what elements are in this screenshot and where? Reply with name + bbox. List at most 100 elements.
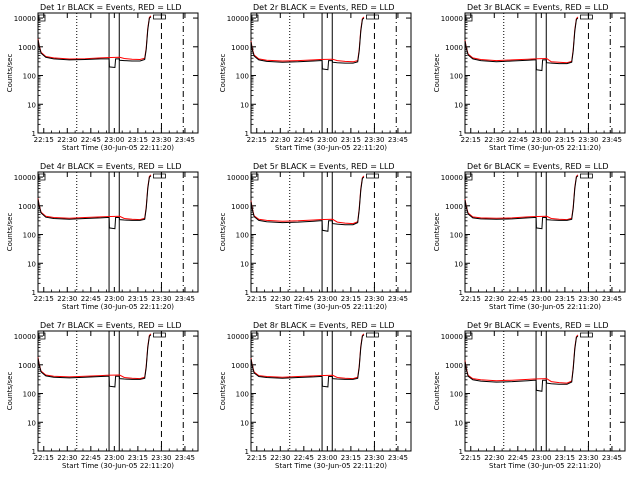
- x-tick-label: 23:00: [104, 454, 124, 462]
- start-bracket: [465, 173, 473, 181]
- y-tick-label: 10000: [441, 174, 463, 182]
- start-bracket: [38, 14, 46, 22]
- x-tick-label: 23:15: [555, 454, 575, 462]
- series-line-events: [37, 334, 152, 388]
- x-tick-label: 23:30: [578, 136, 598, 144]
- y-tick-label: 100: [23, 391, 36, 399]
- y-tick-label: 10: [240, 101, 249, 109]
- y-tick-label: 1: [459, 289, 463, 297]
- y-axis-label: Counts/sec: [219, 54, 227, 93]
- y-tick-label: 10000: [227, 174, 249, 182]
- panel-title: Det 5r BLACK = Events, RED = LLD: [253, 162, 395, 171]
- saturation-bracket: [580, 14, 593, 20]
- x-tick-label: 22:15: [461, 136, 481, 144]
- y-tick-label: 10000: [441, 15, 463, 23]
- x-tick-label: 23:30: [364, 136, 384, 144]
- detector-panel-7: Det 7r BLACK = Events, RED = LLD 1 10 100 10…: [6, 321, 199, 470]
- y-tick-label: 1000: [445, 44, 463, 52]
- saturation-bracket: [366, 332, 379, 338]
- series-line-lld: [250, 333, 365, 380]
- detector-panel-9: Det 9r BLACK = Events, RED = LLD 1 10 100 10…: [433, 321, 626, 470]
- x-tick-label: 22:45: [294, 136, 314, 144]
- detector-panel-2: Det 2r BLACK = Events, RED = LLD 1 10 100 10…: [219, 3, 412, 152]
- y-tick-label: 1000: [18, 362, 36, 370]
- x-tick-label: 22:15: [247, 136, 267, 144]
- x-tick-label: 22:45: [508, 454, 528, 462]
- y-axis-label: Counts/sec: [433, 213, 441, 252]
- panel-title: Det 9r BLACK = Events, RED = LLD: [467, 321, 609, 330]
- x-tick-label: 23:00: [104, 295, 124, 303]
- plot-frame: [250, 330, 412, 452]
- x-axis-label: Start Time (30-Jun-05 22:11:20): [62, 303, 174, 311]
- x-tick-label: 22:15: [461, 295, 481, 303]
- series-line-lld: [250, 175, 365, 225]
- y-tick-label: 10: [454, 101, 463, 109]
- x-tick-label: 22:15: [247, 454, 267, 462]
- y-tick-label: 1: [459, 130, 463, 138]
- y-tick-label: 100: [236, 73, 249, 81]
- x-tick-label: 22:45: [81, 454, 101, 462]
- y-tick-label: 10000: [227, 333, 249, 341]
- series-line-events: [250, 17, 365, 71]
- y-tick-label: 1000: [445, 203, 463, 211]
- x-tick-label: 22:45: [508, 295, 528, 303]
- x-tick-label: 22:30: [270, 295, 290, 303]
- y-tick-label: 100: [236, 391, 249, 399]
- y-tick-label: 10: [27, 419, 36, 427]
- x-tick-label: 23:30: [151, 454, 171, 462]
- y-tick-label: 10000: [14, 174, 36, 182]
- y-tick-label: 10: [454, 260, 463, 268]
- detector-panel-3: Det 3r BLACK = Events, RED = LLD 1 10 100 10…: [433, 3, 626, 152]
- y-tick-label: 1: [245, 448, 249, 456]
- saturation-bracket: [153, 14, 166, 20]
- x-axis-label: Start Time (30-Jun-05 22:11:20): [489, 462, 601, 470]
- detector-panel-6: Det 6r BLACK = Events, RED = LLD 1 10 100 10…: [433, 162, 626, 311]
- x-tick-label: 23:15: [555, 295, 575, 303]
- plot-frame: [37, 171, 199, 293]
- series-line-lld: [37, 174, 152, 221]
- x-tick-label: 23:30: [364, 454, 384, 462]
- x-tick-label: 22:30: [270, 136, 290, 144]
- x-tick-label: 23:45: [388, 295, 408, 303]
- y-axis-label: Counts/sec: [219, 213, 227, 252]
- saturation-bracket: [153, 173, 166, 179]
- x-axis-label: Start Time (30-Jun-05 22:11:20): [275, 144, 387, 152]
- x-tick-label: 22:30: [484, 136, 504, 144]
- start-bracket: [251, 332, 259, 340]
- x-tick-label: 23:00: [104, 136, 124, 144]
- start-bracket: [465, 14, 473, 22]
- saturation-bracket: [366, 14, 379, 20]
- plot-frame: [37, 12, 199, 134]
- series-line-events: [37, 175, 152, 230]
- y-tick-label: 1: [32, 448, 36, 456]
- series-line-events: [37, 16, 152, 69]
- y-tick-label: 100: [450, 232, 463, 240]
- plot-frame: [464, 171, 626, 293]
- y-axis-label: Counts/sec: [6, 372, 14, 411]
- x-axis-label: Start Time (30-Jun-05 22:11:20): [62, 144, 174, 152]
- y-tick-label: 100: [23, 232, 36, 240]
- x-tick-label: 23:45: [602, 454, 622, 462]
- x-tick-label: 22:45: [508, 136, 528, 144]
- detector-panel-8: Det 8r BLACK = Events, RED = LLD 1 10 100 10…: [219, 321, 412, 470]
- y-tick-label: 10: [27, 260, 36, 268]
- x-axis-label: Start Time (30-Jun-05 22:11:20): [489, 303, 601, 311]
- panel-title: Det 2r BLACK = Events, RED = LLD: [253, 3, 395, 12]
- panel-title: Det 6r BLACK = Events, RED = LLD: [467, 162, 609, 171]
- start-bracket: [251, 14, 259, 22]
- x-tick-label: 23:15: [341, 454, 361, 462]
- panel-title: Det 1r BLACK = Events, RED = LLD: [40, 3, 182, 12]
- x-tick-label: 22:15: [461, 454, 481, 462]
- x-tick-label: 23:15: [341, 136, 361, 144]
- series-line-events: [464, 17, 579, 72]
- x-tick-label: 23:45: [175, 136, 195, 144]
- detector-panel-4: Det 4r BLACK = Events, RED = LLD 1 10 100 10…: [6, 162, 199, 311]
- plot-frame: [250, 12, 412, 134]
- x-tick-label: 23:45: [602, 295, 622, 303]
- x-tick-label: 22:45: [294, 454, 314, 462]
- y-tick-label: 10: [240, 419, 249, 427]
- panel-title: Det 8r BLACK = Events, RED = LLD: [253, 321, 395, 330]
- saturation-bracket: [366, 173, 379, 179]
- start-bracket: [251, 173, 259, 181]
- x-tick-label: 23:30: [151, 295, 171, 303]
